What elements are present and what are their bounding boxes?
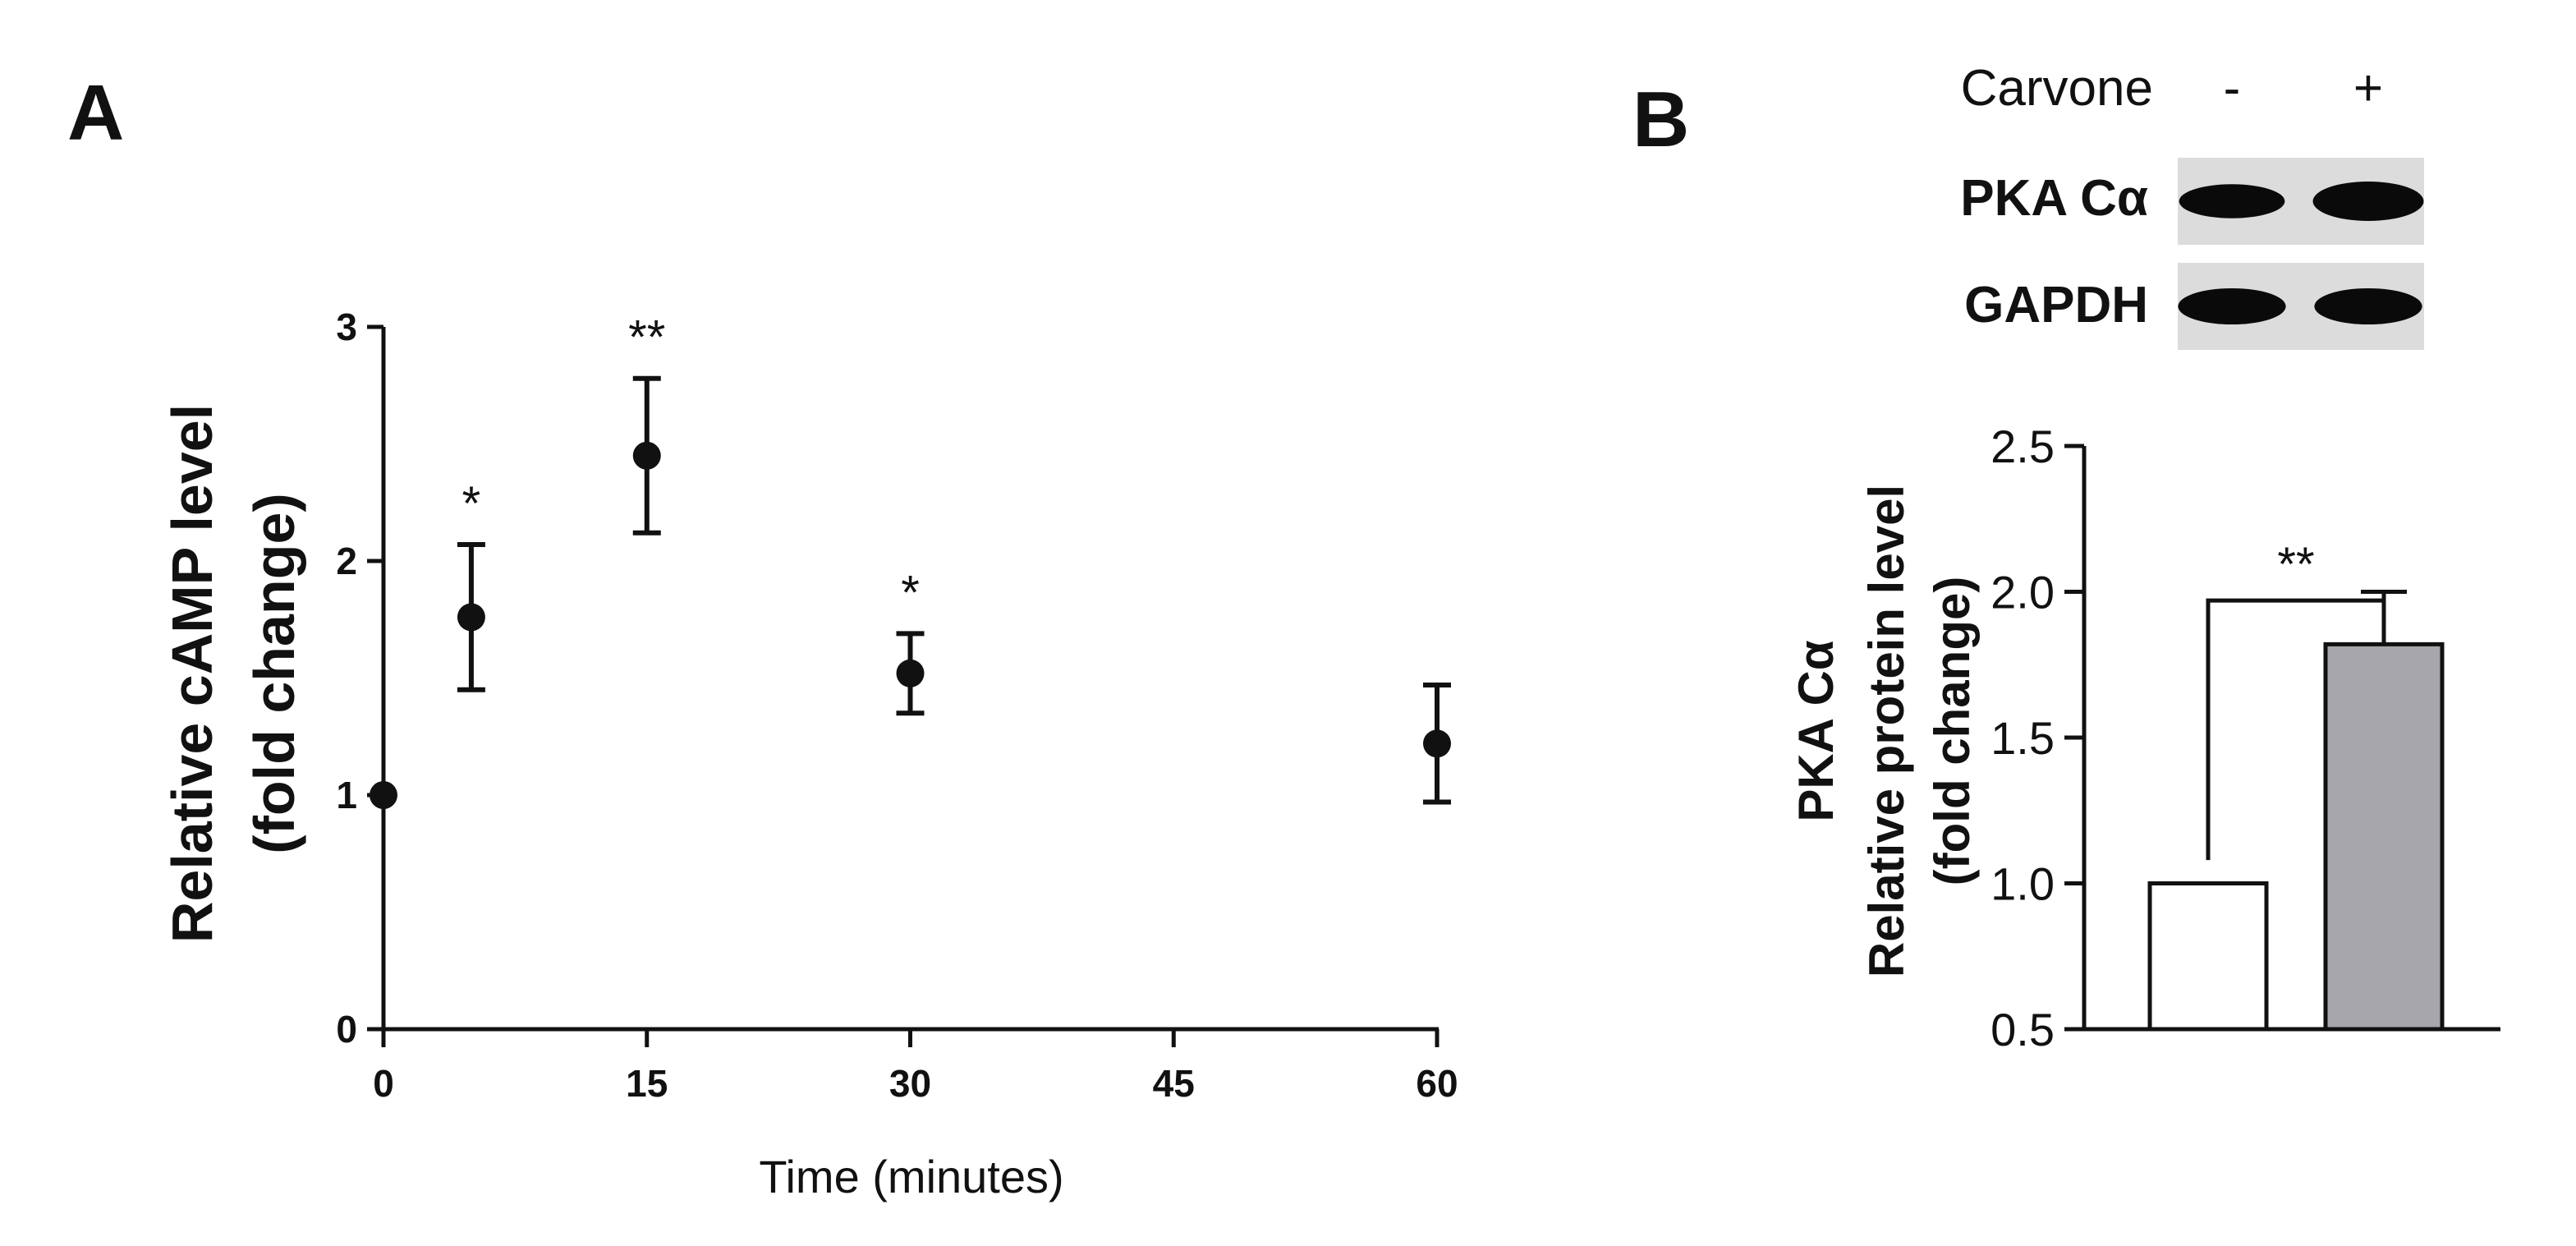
- panel-b-y-tick-label: 2.5: [1991, 421, 2055, 472]
- blot-band: [2314, 287, 2422, 325]
- panel-b-bar: [2323, 641, 2445, 1032]
- panel-a-y-tick-label: 2: [336, 540, 357, 582]
- panel-a-data-points: ****: [370, 311, 1451, 809]
- panel-b-y-tick-label: 0.5: [1991, 1004, 2055, 1055]
- panel-b-significance-bracket: [2206, 598, 2386, 861]
- panel-a-x-tick-label: 15: [626, 1062, 668, 1105]
- panel-b-ylabel-line2: Relative protein level: [1859, 485, 1914, 977]
- panel-a-letter: A: [67, 69, 124, 157]
- panel-a-x-tick-label: 30: [889, 1062, 931, 1105]
- blot-lane-plus: +: [2353, 60, 2383, 117]
- panel-b-y-tick-label: 1.0: [1991, 858, 2055, 910]
- panel-a-xlabel: Time (minutes): [759, 1151, 1063, 1202]
- panel-a-x-ticks: 0 15 30 45 60: [373, 1029, 1458, 1105]
- blot-band: [2179, 184, 2285, 218]
- panel-b-y-tick-label: 2.0: [1991, 567, 2055, 618]
- panel-b-significance-marker: **: [2277, 538, 2314, 591]
- panel-a-data-point: [1423, 729, 1451, 758]
- panel-a-significance-marker: **: [628, 311, 665, 365]
- panel-a-ylabel-line2: (fold change): [242, 493, 306, 853]
- panel-a: A Relative cAMP level (fold change) 0 1 2 3…: [67, 69, 1458, 1202]
- panel-a-significance-marker: *: [901, 566, 920, 619]
- panel-a-x-tick-label: 45: [1153, 1062, 1195, 1105]
- panel-a-significance-marker: *: [462, 477, 481, 531]
- blot-row-label-pka: PKA Cα: [1960, 170, 2148, 227]
- panel-b-bar: [2147, 881, 2269, 1032]
- panel-b-letter: B: [1632, 76, 1689, 163]
- panel-b-y-ticks: 0.5 1.0 1.5 2.0 2.5: [1991, 421, 2084, 1055]
- panel-a-data-point: [632, 441, 661, 470]
- panel-b: B Carvone - + PKA Cα GAPDH PKA Cα Relati…: [1632, 60, 2500, 1055]
- blot-treatment-label: Carvone: [1961, 60, 2153, 117]
- panel-a-data-point: [370, 781, 397, 809]
- panel-a-x-tick-label: 60: [1416, 1062, 1458, 1105]
- blot-lane-minus: -: [2224, 60, 2241, 117]
- panel-a-x-tick-label: 0: [373, 1062, 394, 1105]
- panel-a-y-tick-label: 3: [336, 306, 357, 348]
- panel-a-data-point: [896, 659, 925, 687]
- panel-a-y-tick-label: 1: [336, 774, 357, 816]
- panel-a-ylabel-line1: Relative cAMP level: [160, 404, 224, 943]
- blot-row-label-gapdh: GAPDH: [1964, 277, 2148, 333]
- panel-a-y-tick-label: 0: [336, 1008, 357, 1051]
- western-blot: Carvone - + PKA Cα GAPDH: [1960, 60, 2424, 350]
- blot-band: [2312, 182, 2424, 221]
- panel-b-bars: **: [2147, 538, 2445, 1032]
- blot-band: [2178, 287, 2286, 325]
- panel-b-y-tick-label: 1.5: [1991, 712, 2055, 764]
- blot-membranes: [2178, 158, 2424, 350]
- panel-a-y-ticks: 0 1 2 3: [336, 306, 383, 1051]
- panel-a-data-point: [457, 603, 485, 632]
- panel-b-ylabel-line3: (fold change): [1925, 577, 1980, 886]
- panel-b-ylabel-line1: PKA Cα: [1789, 640, 1844, 821]
